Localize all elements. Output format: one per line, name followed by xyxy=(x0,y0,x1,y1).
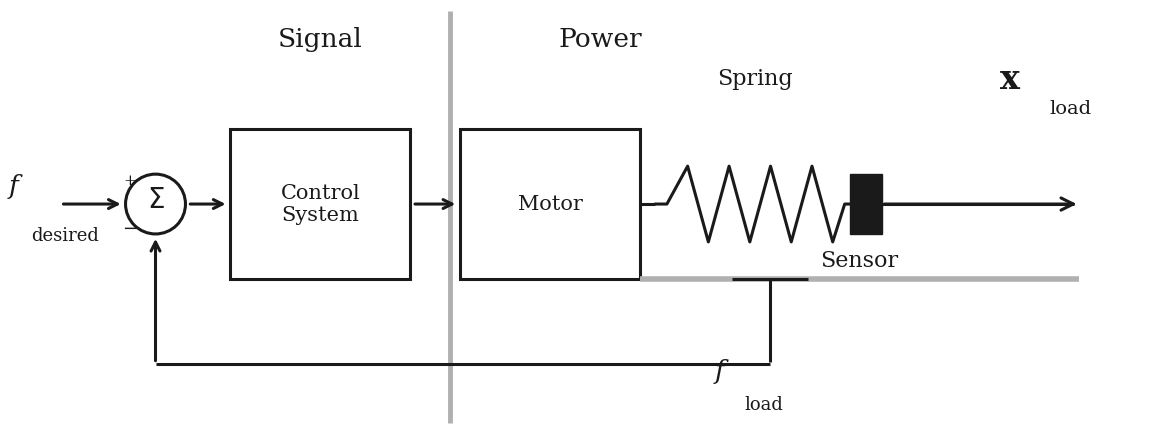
Text: Control
System: Control System xyxy=(280,184,360,224)
Text: −: − xyxy=(122,220,138,238)
Text: Spring: Spring xyxy=(717,69,793,90)
Text: $\Sigma$: $\Sigma$ xyxy=(147,187,165,214)
Text: Sensor: Sensor xyxy=(820,250,897,272)
Bar xyxy=(230,129,410,279)
Text: f: f xyxy=(715,359,724,384)
Text: Signal: Signal xyxy=(278,27,362,52)
Text: desired: desired xyxy=(31,227,99,245)
Text: f: f xyxy=(8,174,19,199)
Text: x: x xyxy=(1000,63,1020,96)
Bar xyxy=(460,129,640,279)
Text: load: load xyxy=(1049,100,1091,118)
Text: Power: Power xyxy=(559,27,642,52)
Text: Motor: Motor xyxy=(517,194,582,214)
Bar xyxy=(850,174,882,234)
Text: load: load xyxy=(744,396,783,414)
Text: +: + xyxy=(123,174,136,188)
